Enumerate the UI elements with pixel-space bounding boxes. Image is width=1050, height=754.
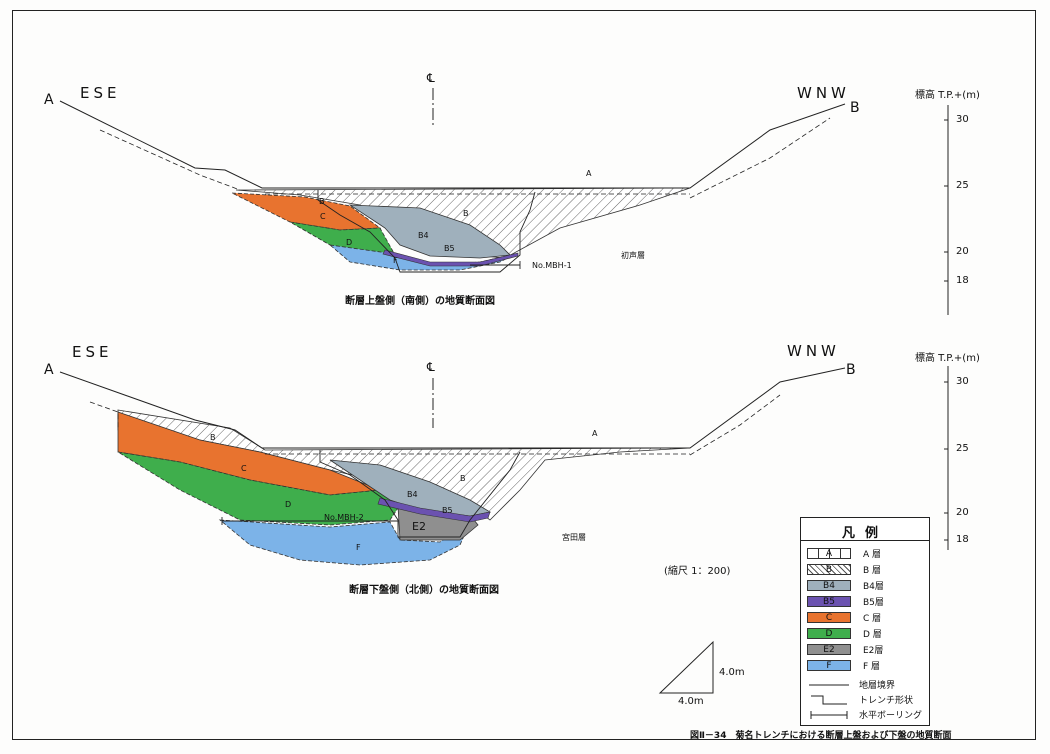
- top-label-b5: B5: [444, 244, 455, 253]
- bottom-ground-dashed: [89, 401, 119, 430]
- trench-shape-icon: [811, 695, 847, 704]
- bottom-ground-line: [59, 367, 846, 449]
- top-label-c: C: [320, 212, 326, 221]
- bottom-right-dashed: [689, 394, 781, 456]
- top-tick-25: 25: [956, 180, 969, 191]
- legend-swatch: B4: [807, 579, 851, 591]
- legend-swatch: B: [807, 563, 851, 575]
- legend-row-b5: B5 B5層: [807, 594, 884, 608]
- top-tick-20: 20: [956, 246, 969, 257]
- bottom-point-b: B: [846, 362, 856, 378]
- scale-bar-vertical: 4.0m: [719, 667, 745, 678]
- bottom-label-b4: B4: [407, 490, 418, 499]
- legend-symbol-boundary: 地層境界: [809, 678, 895, 691]
- top-label-f: F: [393, 256, 398, 265]
- top-elevation-label: 標高 T.P.+(m): [915, 90, 980, 101]
- bottom-trench-outline: [319, 450, 521, 538]
- bottom-label-f: F: [356, 543, 361, 552]
- bottom-centerline-mark: ℄: [427, 360, 435, 374]
- legend-title: 凡例: [841, 526, 888, 541]
- bottom-tick-18: 18: [956, 534, 969, 545]
- bottom-boring-label: No.MBH-2: [324, 513, 364, 522]
- top-ground-dashed: [99, 129, 241, 191]
- legend-label: A 層: [863, 549, 882, 560]
- bottom-elevation-label: 標高 T.P.+(m): [915, 353, 980, 364]
- legend-symbol-boring: 水平ボーリング: [809, 708, 922, 721]
- scale-text: (縮尺 1：200): [664, 566, 731, 577]
- horizontal-boring-icon: [810, 710, 848, 719]
- bottom-tick-25: 25: [956, 443, 969, 454]
- bottom-label-e2: E2: [412, 520, 426, 533]
- legend-swatch: A: [807, 547, 851, 559]
- top-bedrock-label: 初声層: [621, 251, 645, 260]
- legend-label: D 層: [863, 629, 882, 640]
- legend-symbol-trench: トレンチ形状: [809, 693, 913, 706]
- legend-symbol-label: 地層境界: [859, 681, 896, 691]
- bottom-bedrock-label: 宮田層: [562, 533, 586, 542]
- top-tick-30: 30: [956, 114, 969, 125]
- legend-label: B5層: [863, 597, 884, 608]
- legend-row-e2: E2 E2層: [807, 642, 883, 656]
- legend-label: B 層: [863, 565, 882, 576]
- top-point-a: A: [44, 92, 54, 108]
- top-dir-left: ESE: [80, 84, 121, 102]
- bottom-label-b-right: B: [460, 474, 466, 483]
- legend-swatch: B5: [807, 595, 851, 607]
- bottom-label-c: C: [241, 464, 247, 473]
- legend-box: 凡例 A A 層 B B 層 B4 B4層 B5 B5層 C C 層 D D 層 E2 E2層 F F 層 地…: [800, 517, 930, 726]
- scale-triangle: [658, 640, 714, 694]
- top-dir-right: WNW: [797, 84, 850, 102]
- top-section-title: 断層上盤側（南側）の地質断面図: [345, 296, 495, 307]
- legend-label: E2層: [863, 645, 884, 656]
- bottom-label-d: D: [285, 500, 292, 509]
- top-layer-b4: [348, 204, 511, 259]
- bottom-point-a: A: [44, 362, 54, 378]
- bottom-label-a: A: [592, 429, 598, 438]
- top-label-b-right: B: [463, 209, 469, 218]
- legend-swatch: E2: [807, 643, 851, 655]
- top-centerline-mark: ℄: [427, 71, 435, 85]
- bottom-label-b-left: B: [210, 433, 216, 442]
- bottom-dir-right: WNW: [787, 342, 840, 360]
- bottom-dir-left: ESE: [72, 343, 113, 361]
- scale-bar-horizontal: 4.0m: [678, 696, 704, 707]
- boundary-line-icon: [809, 684, 849, 685]
- bottom-layer-b5: [377, 497, 491, 523]
- bottom-cross-section: [59, 366, 949, 566]
- top-tick-18: 18: [956, 275, 969, 286]
- top-right-dashed: [689, 117, 831, 199]
- top-point-b: B: [850, 100, 860, 116]
- legend-symbol-label: 水平ボーリング: [859, 711, 923, 721]
- bottom-label-b5: B5: [442, 506, 453, 515]
- top-label-b-left: B: [319, 197, 325, 206]
- legend-label: F 層: [863, 661, 881, 672]
- figure-caption: 図Ⅱ－34 菊名トレンチにおける断層上盤および下盤の地質断面: [690, 731, 952, 741]
- top-cross-section: [59, 88, 949, 315]
- top-label-d: D: [346, 238, 353, 247]
- top-label-a: A: [586, 169, 592, 178]
- legend-label: B4層: [863, 581, 884, 592]
- legend-swatch: F: [807, 659, 851, 671]
- legend-swatch: D: [807, 627, 851, 639]
- legend-label: C 層: [863, 613, 882, 624]
- bottom-tick-20: 20: [956, 507, 969, 518]
- top-label-b4: B4: [418, 231, 429, 240]
- top-layer-b5: [382, 249, 519, 267]
- top-ground-line: [59, 100, 846, 189]
- top-trench-outline: [317, 190, 536, 273]
- bottom-section-title: 断層下盤側（北側）の地質断面図: [349, 585, 499, 596]
- bottom-tick-30: 30: [956, 376, 969, 387]
- legend-symbol-label: トレンチ形状: [859, 696, 914, 706]
- legend-row-b4: B4 B4層: [807, 578, 884, 592]
- top-boring-label: No.MBH-1: [532, 261, 572, 270]
- sheet-border: [12, 10, 1036, 740]
- legend-swatch: C: [807, 611, 851, 623]
